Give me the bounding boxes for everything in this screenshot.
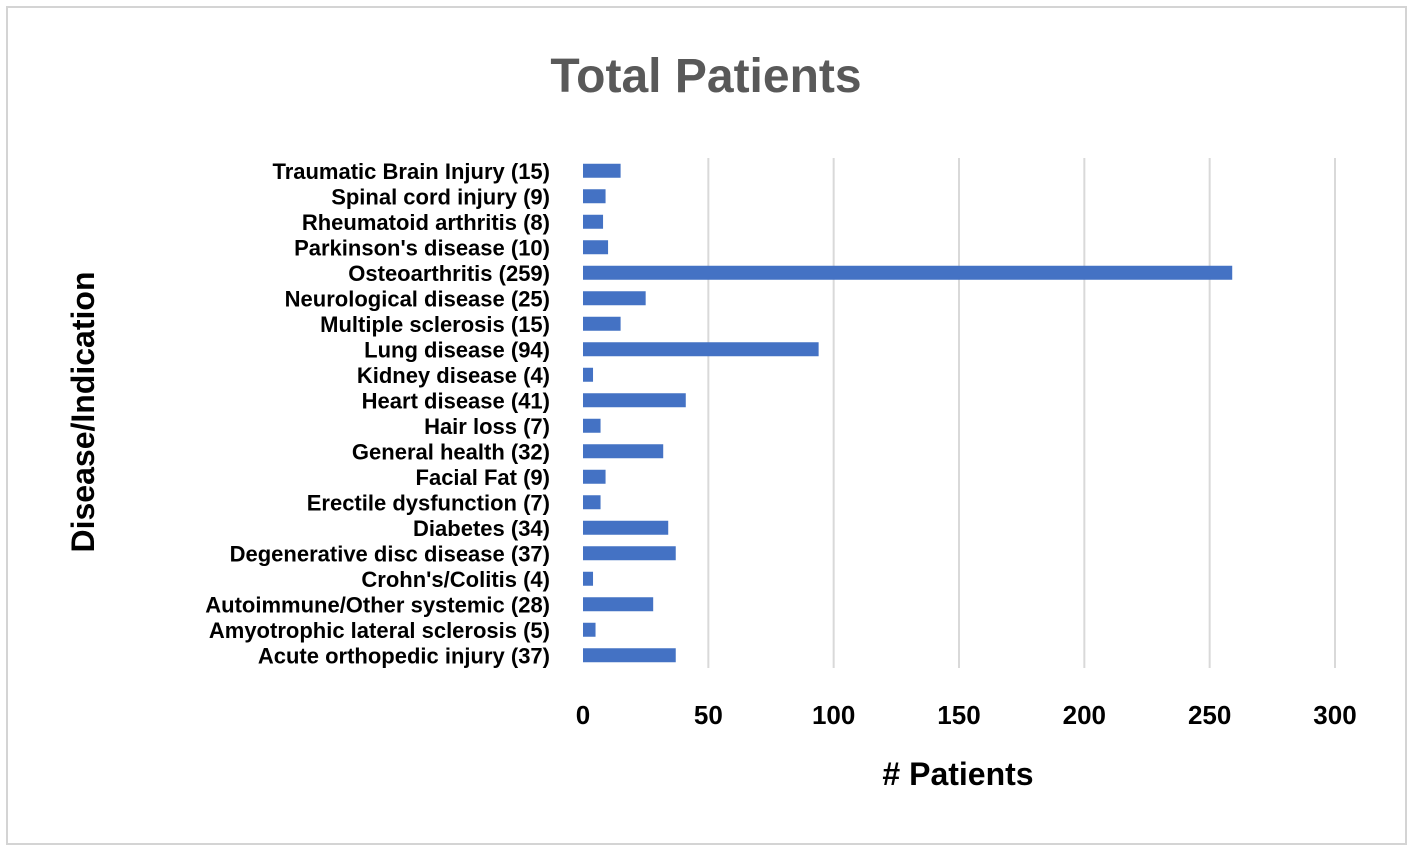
bar	[583, 189, 606, 204]
category-label: Facial Fat (9)	[416, 465, 550, 490]
x-tick-labels: 0 50 100 150 200 250 300	[576, 700, 1357, 730]
y-axis-title: Disease/Indication	[65, 272, 101, 553]
chart-frame	[6, 6, 1407, 845]
bar	[583, 571, 594, 586]
x-tick-label: 300	[1313, 700, 1356, 730]
bar	[583, 418, 601, 433]
x-tick-label: 100	[812, 700, 855, 730]
x-tick-label: 0	[576, 700, 590, 730]
bar	[583, 163, 621, 178]
category-label: Hair loss (7)	[424, 414, 550, 439]
category-label: Traumatic Brain Injury (15)	[272, 159, 550, 184]
category-label: Heart disease (41)	[362, 388, 550, 413]
bar	[583, 367, 594, 382]
gridlines	[707, 158, 1336, 668]
x-tick-label: 250	[1188, 700, 1231, 730]
category-label: Acute orthopedic injury (37)	[258, 643, 550, 668]
bar	[583, 520, 669, 535]
category-label: Diabetes (34)	[413, 516, 550, 541]
bar	[583, 393, 686, 408]
bar	[583, 597, 654, 612]
category-label: Spinal cord injury (9)	[331, 184, 550, 209]
bar	[583, 342, 819, 357]
bar	[583, 444, 664, 459]
bar	[583, 622, 596, 637]
category-label: Parkinson's disease (10)	[294, 235, 550, 260]
bar	[583, 265, 1233, 280]
x-tick-label: 200	[1063, 700, 1106, 730]
category-label: Lung disease (94)	[364, 337, 550, 362]
bar	[583, 648, 676, 663]
category-labels: Traumatic Brain Injury (15)Spinal cord i…	[205, 159, 550, 669]
category-label: Amyotrophic lateral sclerosis (5)	[209, 618, 550, 643]
bar	[583, 240, 609, 255]
bar	[583, 291, 646, 306]
category-label: Erectile dysfunction (7)	[307, 490, 550, 515]
category-label: Multiple sclerosis (15)	[320, 312, 550, 337]
bar	[583, 316, 621, 331]
x-tick-label: 150	[937, 700, 980, 730]
category-label: Degenerative disc disease (37)	[230, 541, 550, 566]
category-label: General health (32)	[352, 439, 550, 464]
category-label: Neurological disease (25)	[285, 286, 550, 311]
bar	[583, 546, 676, 561]
bars	[583, 163, 1233, 663]
category-label: Autoimmune/Other systemic (28)	[205, 592, 550, 617]
chart-title: Total Patients	[550, 50, 861, 103]
category-label: Rheumatoid arthritis (8)	[302, 210, 550, 235]
category-label: Crohn's/Colitis (4)	[361, 567, 550, 592]
bar	[583, 495, 601, 510]
category-label: Kidney disease (4)	[357, 363, 550, 388]
x-axis-title: # Patients	[882, 756, 1033, 792]
bar	[583, 469, 606, 484]
bar	[583, 214, 604, 229]
x-tick-label: 50	[694, 700, 723, 730]
category-label: Osteoarthritis (259)	[348, 261, 550, 286]
